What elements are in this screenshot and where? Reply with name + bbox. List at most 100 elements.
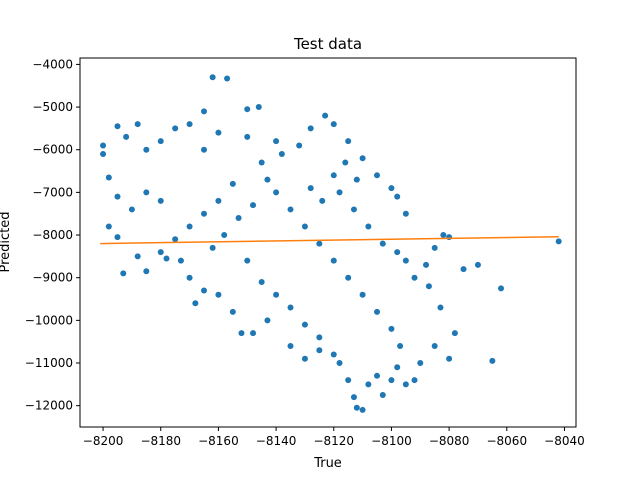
data-point [316, 334, 323, 341]
data-point [258, 159, 265, 166]
data-point [163, 255, 170, 262]
data-point [186, 121, 193, 128]
data-point [114, 123, 121, 130]
data-point [423, 261, 430, 268]
x-tick-label: −8060 [486, 434, 527, 448]
data-point [172, 236, 179, 243]
data-point [411, 274, 418, 281]
y-axis-ticks: −12000 −11000 −10000 −9000 −8000 −7000 −6000 −5… [25, 57, 80, 413]
data-point [114, 234, 121, 241]
data-point [287, 304, 294, 311]
data-point [316, 240, 323, 247]
data-point [379, 392, 386, 399]
data-point [394, 249, 401, 256]
data-point [431, 244, 438, 251]
x-tick-label: −8160 [198, 434, 239, 448]
data-point [114, 193, 121, 200]
x-axis-ticks: −8200 −8180 −8160 −8140 −8120 −8100 −8080 −8060… [83, 427, 585, 448]
data-point [215, 129, 222, 136]
data-point [319, 197, 326, 204]
data-point [374, 308, 381, 315]
data-point [273, 138, 280, 145]
data-point [330, 121, 337, 128]
data-point [498, 285, 505, 292]
data-point [287, 206, 294, 213]
data-point [177, 257, 184, 264]
data-point [440, 232, 447, 239]
y-tick-label: −7000 [32, 185, 73, 199]
y-tick-label: −5000 [32, 100, 73, 114]
data-point [365, 381, 372, 388]
data-point [460, 266, 467, 273]
data-point [172, 125, 179, 132]
y-tick-label: −9000 [32, 271, 73, 285]
y-tick-label: −8000 [32, 228, 73, 242]
data-point [235, 214, 242, 221]
data-point [322, 112, 329, 119]
data-point [350, 394, 357, 401]
data-point [143, 189, 150, 196]
data-point [157, 197, 164, 204]
data-point [264, 176, 271, 183]
data-point [128, 206, 135, 213]
data-point [402, 257, 409, 264]
data-point [186, 223, 193, 230]
data-point [143, 268, 150, 275]
data-point [201, 108, 207, 115]
x-tick-label: −8200 [83, 434, 124, 448]
data-point [330, 172, 337, 179]
data-point [307, 185, 314, 192]
plot-frame [79, 57, 577, 428]
data-point [250, 202, 257, 209]
x-tick-label: −8140 [256, 434, 297, 448]
fit-line [100, 235, 559, 245]
x-tick-label: −8040 [544, 434, 585, 448]
data-point [394, 364, 401, 371]
data-point [316, 347, 323, 354]
data-point [411, 377, 418, 384]
data-point [489, 357, 496, 364]
x-tick-label: −8180 [140, 434, 181, 448]
data-point [255, 104, 262, 111]
data-point [273, 291, 280, 298]
data-point [250, 330, 257, 337]
data-point [388, 185, 395, 192]
data-point [201, 210, 207, 217]
data-point [301, 223, 308, 230]
data-point [451, 330, 458, 337]
data-point [120, 270, 127, 277]
data-point [359, 291, 366, 298]
y-tick-label: −6000 [32, 143, 73, 157]
data-point [330, 351, 337, 358]
data-point [437, 304, 444, 311]
data-point [417, 360, 424, 367]
data-point [100, 142, 107, 149]
data-point [379, 240, 386, 247]
data-point [353, 404, 360, 411]
data-point [105, 223, 112, 230]
data-point [209, 244, 216, 251]
data-point [296, 142, 303, 149]
data-point [397, 342, 404, 349]
data-point [555, 238, 562, 245]
data-point [301, 355, 308, 362]
data-point [394, 193, 401, 200]
data-point [229, 308, 236, 315]
chart-title: Test data [293, 35, 362, 53]
y-tick-label: −4000 [32, 57, 73, 71]
data-point [157, 138, 164, 145]
data-point [134, 121, 141, 128]
y-tick-label: −11000 [25, 356, 73, 370]
data-point [350, 206, 357, 213]
data-point [336, 189, 343, 196]
data-point [446, 355, 453, 362]
data-point [123, 133, 130, 140]
data-point [342, 159, 349, 166]
data-point [365, 223, 372, 230]
data-point [345, 377, 352, 384]
data-point [330, 257, 337, 264]
data-point [105, 174, 112, 181]
data-point [446, 234, 453, 241]
